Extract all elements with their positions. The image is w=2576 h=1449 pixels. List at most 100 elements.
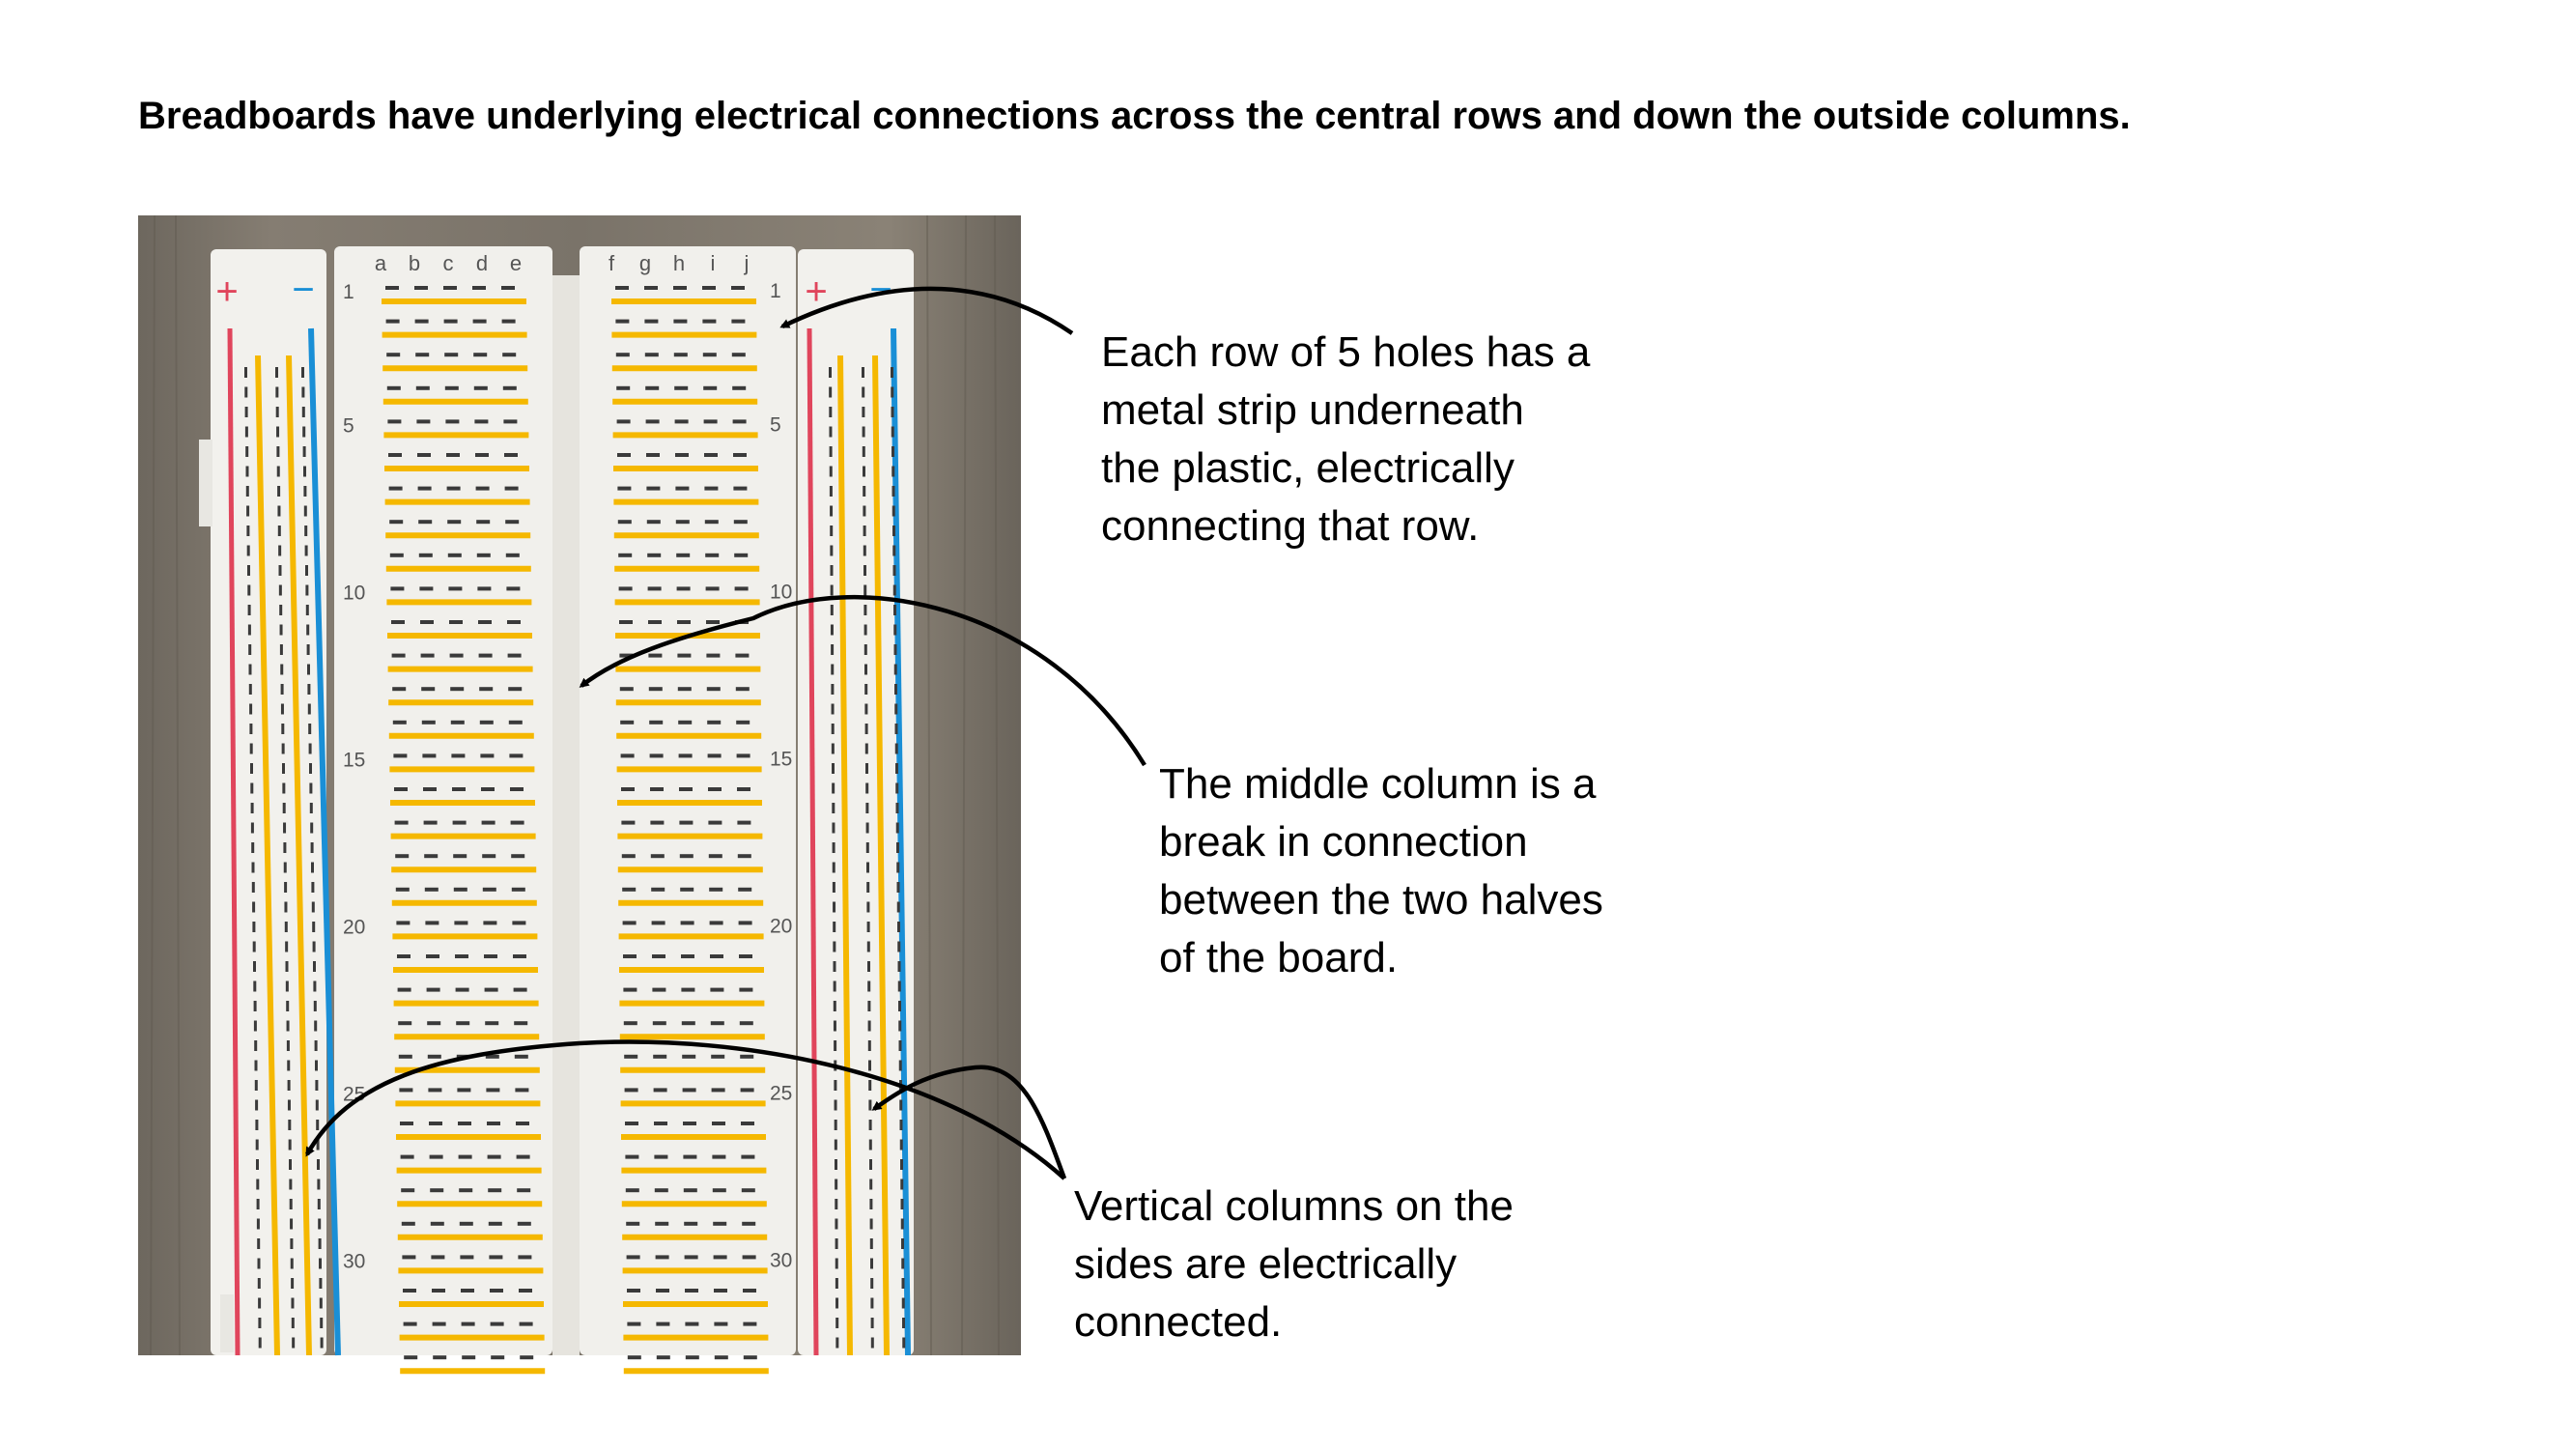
hole — [655, 1255, 669, 1260]
hole — [624, 1054, 638, 1059]
hole — [515, 1088, 529, 1093]
hole — [737, 854, 751, 859]
hole — [445, 419, 460, 424]
hole — [650, 820, 665, 825]
hole — [403, 1289, 416, 1293]
hole — [706, 687, 721, 692]
hole — [480, 753, 495, 758]
hole — [488, 1188, 502, 1193]
rail-hole — [834, 1139, 837, 1151]
rail-hole — [835, 1297, 839, 1309]
hole — [648, 620, 662, 624]
rail-hole — [247, 565, 250, 576]
rail-hole — [318, 1218, 322, 1230]
hole — [482, 887, 496, 892]
rail-hole — [893, 664, 897, 675]
hole — [653, 1088, 667, 1093]
hole — [739, 954, 752, 958]
hole — [385, 319, 400, 324]
rail-hole — [900, 1199, 904, 1209]
rail-hole — [862, 386, 865, 398]
column-letter-e: e — [510, 251, 522, 275]
hole — [423, 787, 437, 791]
rail-hole — [835, 1238, 838, 1249]
rail-hole — [894, 724, 898, 734]
rail-hole — [258, 1318, 262, 1328]
row-number-right: 5 — [770, 413, 781, 436]
hole — [733, 453, 747, 457]
rail-hole — [865, 782, 869, 794]
hole — [479, 687, 494, 692]
hole — [395, 887, 410, 892]
rail-hole — [892, 584, 896, 596]
hole — [615, 353, 630, 357]
rail-hole — [891, 407, 894, 417]
hole — [510, 787, 524, 791]
hole — [433, 1355, 447, 1360]
rail-hole — [895, 782, 899, 794]
rail-hole — [287, 1060, 291, 1071]
rail-hole — [257, 1258, 261, 1269]
rail-hole — [246, 545, 250, 556]
rail-hole — [829, 466, 833, 477]
hole — [681, 987, 695, 992]
rail-hole — [832, 763, 835, 774]
rail-hole — [290, 1258, 294, 1269]
rail-hole — [894, 743, 898, 754]
rail-hole — [320, 1318, 324, 1328]
rail-hole — [249, 703, 253, 715]
rail-hole — [302, 426, 306, 438]
rail-hole — [835, 1179, 838, 1190]
rail-hole — [308, 724, 312, 734]
rail-hole — [831, 684, 835, 695]
hole — [461, 1289, 474, 1293]
rail-hole — [285, 941, 289, 952]
rail-hole — [289, 1179, 293, 1190]
hole — [677, 653, 692, 658]
hole — [404, 1355, 418, 1360]
hole — [677, 620, 691, 624]
hole — [479, 720, 494, 724]
annotation-rails-line: connected. — [1074, 1298, 1283, 1346]
hole — [738, 921, 752, 925]
rail-hole — [248, 644, 252, 655]
hole — [417, 453, 431, 457]
rail-hole — [899, 1139, 903, 1151]
hole — [644, 286, 658, 290]
hole — [735, 687, 750, 692]
hole — [731, 353, 746, 357]
column-letter-j: j — [744, 251, 750, 275]
rail-hole — [304, 526, 308, 536]
hole — [713, 1255, 727, 1260]
rail-hole — [863, 526, 866, 536]
hole — [654, 1154, 668, 1159]
hole — [711, 1088, 725, 1093]
annotation-rows-line: the plastic, electrically — [1101, 444, 1514, 492]
hole — [677, 687, 692, 692]
hole — [737, 787, 750, 791]
hole — [616, 385, 631, 390]
hole — [448, 586, 463, 591]
hole — [736, 720, 750, 724]
hole — [430, 1221, 444, 1226]
rail-hole — [292, 1337, 296, 1349]
rail-hole — [866, 882, 870, 893]
rail-hole — [244, 386, 248, 398]
hole — [741, 1154, 755, 1159]
rail-hole — [310, 842, 314, 853]
hole — [505, 520, 520, 525]
rail-hole — [254, 1040, 258, 1051]
rail-hole — [901, 1278, 905, 1289]
hole — [685, 1355, 699, 1360]
hole — [622, 921, 637, 925]
rail-hole — [312, 922, 316, 932]
rail-hole — [311, 882, 315, 893]
hole — [620, 720, 635, 724]
hole — [397, 987, 411, 992]
hole — [505, 553, 520, 557]
hole — [386, 385, 401, 390]
hole — [734, 586, 749, 591]
hole — [489, 1255, 503, 1260]
hole — [484, 954, 497, 958]
hole — [651, 887, 665, 892]
